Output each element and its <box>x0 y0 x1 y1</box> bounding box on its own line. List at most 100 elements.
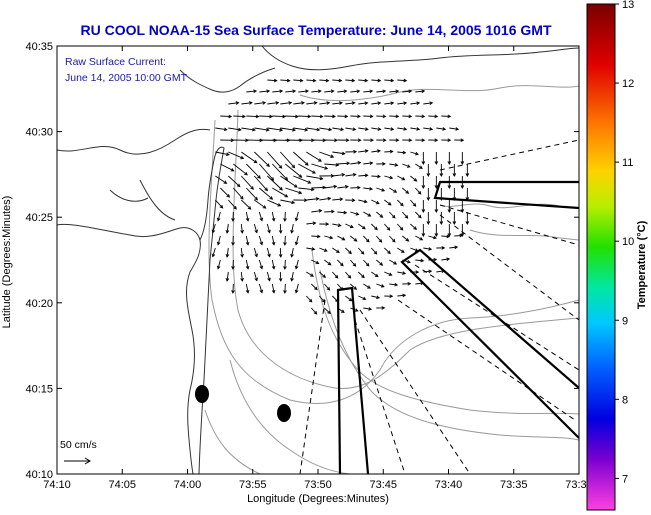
current-vector <box>350 211 359 215</box>
current-vector-head <box>298 190 303 195</box>
current-vector <box>246 187 258 201</box>
current-vector-head <box>308 298 313 303</box>
current-vector-head <box>284 194 289 198</box>
current-vector <box>402 163 411 168</box>
current-vector-head <box>382 89 387 94</box>
current-vector-head <box>374 273 379 278</box>
current-vector-head <box>357 185 361 190</box>
current-vector-head <box>390 101 395 105</box>
colorbar: 13 12 11 10 9 8 7 Temperature (°C) <box>586 0 648 511</box>
current-vector <box>337 90 347 93</box>
current-vector <box>258 211 263 221</box>
current-vector-head <box>370 138 374 142</box>
current-vector-head <box>394 282 399 287</box>
isobath-1 <box>208 119 579 404</box>
current-vector-head <box>460 161 465 165</box>
current-vector <box>397 102 407 105</box>
current-vector <box>358 174 368 177</box>
current-vector <box>253 247 258 257</box>
current-vector-head <box>223 180 228 184</box>
current-vector-head <box>339 197 344 202</box>
current-vector-head <box>330 89 335 94</box>
current-vector <box>280 79 290 82</box>
y-tick-label: 40:20 <box>25 298 53 310</box>
current-vector-head <box>278 165 283 169</box>
current-vector <box>363 162 373 165</box>
current-vector-head <box>412 202 417 207</box>
current-vector <box>240 247 243 257</box>
current-vector-head <box>446 257 451 262</box>
new-jersey-coast <box>57 223 201 474</box>
current-vector <box>344 271 351 279</box>
current-vector-head <box>362 296 367 301</box>
current-vector <box>220 187 230 198</box>
current-vector-head <box>288 101 293 105</box>
current-vector-head <box>269 114 273 119</box>
current-vector-head <box>255 114 260 119</box>
y-tick-label: 40:25 <box>25 212 53 224</box>
isobath-2 <box>232 109 579 390</box>
current-vector-head <box>262 205 267 209</box>
current-vector <box>332 127 344 131</box>
current-vector-head <box>365 238 370 243</box>
current-vector-head <box>295 114 299 119</box>
current-vector-head <box>379 262 384 266</box>
current-vector <box>272 90 283 93</box>
current-vector-head <box>400 249 405 253</box>
current-vector <box>332 151 345 155</box>
colorbar-tick-label: 10 <box>622 236 634 248</box>
current-vector <box>295 259 299 269</box>
bay-shore <box>109 179 176 221</box>
current-vector <box>384 127 394 130</box>
current-vector-head <box>259 217 264 222</box>
current-vector <box>266 151 282 169</box>
current-vector <box>240 271 243 281</box>
current-vector-head <box>267 253 271 258</box>
current-vector <box>246 163 261 179</box>
current-vector <box>306 79 316 82</box>
current-vector-head <box>391 238 396 243</box>
current-vector-head <box>231 266 235 270</box>
current-vector <box>212 223 216 233</box>
current-vector <box>350 90 360 93</box>
current-vector <box>220 115 232 117</box>
current-vector-head <box>211 253 216 258</box>
current-vector-head <box>327 261 332 266</box>
current-vector-head <box>294 241 299 246</box>
current-vector <box>397 247 405 253</box>
current-vector-head <box>265 128 270 132</box>
current-vector <box>293 102 305 105</box>
current-vector <box>332 79 342 82</box>
current-vector-head <box>401 177 406 181</box>
current-vector <box>306 198 319 201</box>
current-vector-head <box>216 265 221 270</box>
current-vector-head <box>382 162 386 166</box>
current-vector-head <box>292 128 296 132</box>
current-vector <box>311 283 318 290</box>
current-vector-head <box>415 151 419 156</box>
current-vector-head <box>434 114 439 119</box>
current-vector-head <box>323 248 328 252</box>
current-vector-head <box>231 290 235 294</box>
current-vector <box>371 223 378 230</box>
current-vector <box>259 115 273 118</box>
current-vector-head <box>248 101 253 105</box>
y-tick-label: 40:15 <box>25 383 53 395</box>
surface-current-arrows <box>211 78 470 315</box>
current-vector-head <box>439 173 444 177</box>
x-tick-label: 74:10 <box>43 479 71 491</box>
current-vector-head <box>277 203 282 207</box>
current-vector <box>293 127 308 131</box>
current-vector <box>295 283 299 293</box>
current-vector <box>319 197 331 201</box>
current-vector-head <box>273 78 278 83</box>
current-vector-head <box>266 89 271 94</box>
current-vector-head <box>330 154 335 158</box>
current-vector <box>215 127 227 131</box>
current-vector-head <box>225 229 230 234</box>
current-vector <box>337 186 348 189</box>
current-vector <box>295 235 299 245</box>
current-vector <box>311 235 320 238</box>
current-vector <box>318 295 325 303</box>
current-vector-head <box>245 265 250 270</box>
